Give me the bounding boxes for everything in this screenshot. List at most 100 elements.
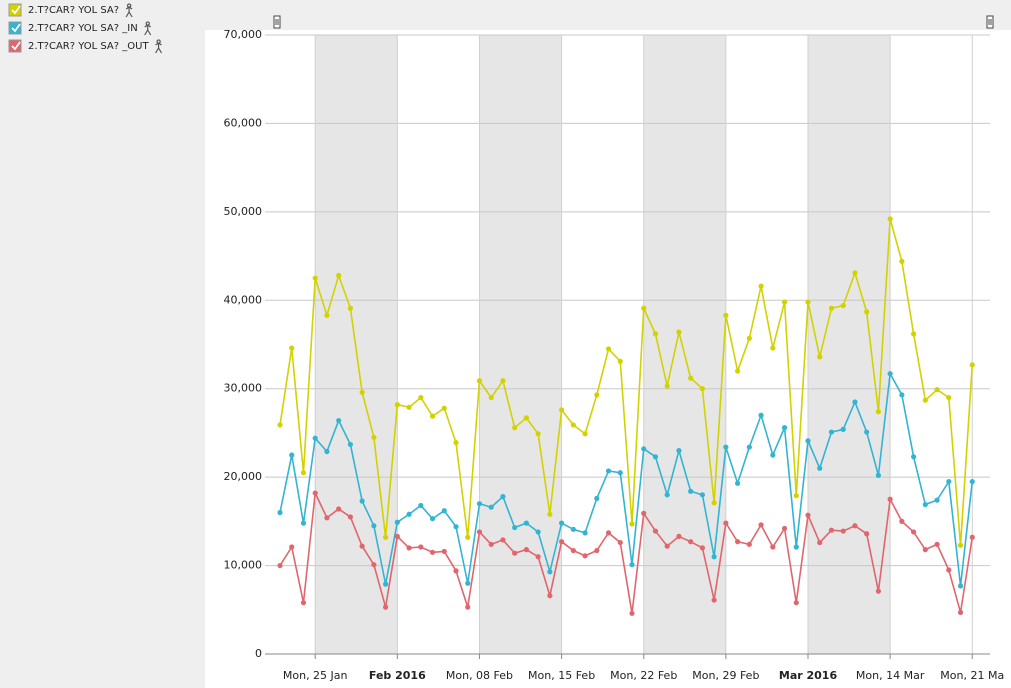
data-point [559,520,565,526]
data-point [723,520,729,526]
data-point [347,514,353,520]
data-point [418,394,424,401]
data-point [781,299,788,305]
data-point [828,429,835,435]
data-point [887,371,893,377]
data-point [347,441,353,448]
data-point [594,495,600,501]
data-point [359,498,365,504]
data-point [535,529,541,535]
data-point [864,531,870,537]
data-point [711,554,717,560]
data-point [594,547,600,554]
data-point [371,434,377,440]
data-point [453,440,459,446]
data-point [582,530,588,536]
data-point [864,309,870,315]
data-point [887,216,893,222]
data-point [629,610,635,616]
checkmark [11,41,21,51]
data-point [746,541,752,547]
x-tick-label: Mon, 22 Feb [610,669,677,682]
data-point [793,600,799,606]
data-point [441,548,447,555]
data-point [512,524,518,531]
data-point [277,562,283,569]
data-point [817,465,823,471]
data-point [300,470,307,476]
data-point [523,520,530,526]
x-tick-label: Mon, 21 Ma [940,669,1004,682]
data-point [664,543,670,549]
y-tick-label: 50,000 [224,205,263,218]
y-tick-label: 20,000 [224,470,263,483]
data-point [805,299,811,305]
data-point [324,448,330,455]
data-point [617,539,623,546]
data-point [899,518,905,524]
data-point [441,405,447,411]
data-point [523,415,530,421]
data-point [476,378,483,384]
legend-label: 2.T?CAR? YOL SA? _IN [28,23,138,34]
series-line [279,371,974,586]
data-point [406,511,412,517]
legend-item[interactable]: 2.T?CAR? YOL SA? [8,3,133,18]
data-point [547,593,553,599]
data-point [523,547,530,553]
data-point [605,530,612,536]
legend-checkbox[interactable] [8,39,22,53]
legend-checkbox[interactable] [8,21,22,35]
data-point [652,454,659,460]
data-point [723,444,729,450]
checkmark [11,23,21,33]
person-icon [144,21,152,36]
data-point [559,539,565,545]
data-point [488,541,494,547]
x-tick-label: Mon, 15 Feb [528,669,595,682]
legend-checkbox[interactable] [8,3,22,17]
data-point [969,534,975,540]
data-point [805,512,811,518]
week-band [643,35,726,654]
data-point [300,600,307,606]
data-point [957,583,964,589]
data-point [840,426,846,432]
data-point [664,492,670,498]
data-point [676,533,682,539]
data-point [277,422,283,428]
data-point [817,539,823,546]
data-point [429,549,436,555]
data-point [699,545,706,551]
data-point [711,500,717,506]
data-point [465,604,471,610]
data-point [336,506,342,512]
data-point [394,519,400,525]
data-point [957,542,964,548]
legend-item[interactable]: 2.T?CAR? YOL SA? _IN [8,21,152,36]
data-point [899,258,905,264]
x-tick-label: Mar 2016 [779,669,838,682]
data-point [781,525,788,532]
data-point [758,522,764,528]
range-handle[interactable] [986,15,994,29]
data-point [875,409,882,415]
data-point [394,402,400,408]
y-tick-label: 70,000 [224,28,263,41]
week-band [479,35,562,654]
data-point [676,448,682,454]
data-point [946,394,952,401]
data-point [582,553,588,559]
x-tick-label: Mon, 29 Feb [692,669,759,682]
data-point [934,497,940,503]
legend-item[interactable]: 2.T?CAR? YOL SA? _OUT [8,39,163,54]
data-point [629,562,635,568]
data-point [711,597,717,603]
data-point [946,478,952,485]
data-point [570,422,576,428]
data-point [770,452,776,458]
data-point [453,568,459,574]
range-handle[interactable] [273,15,281,29]
data-point [911,529,917,535]
